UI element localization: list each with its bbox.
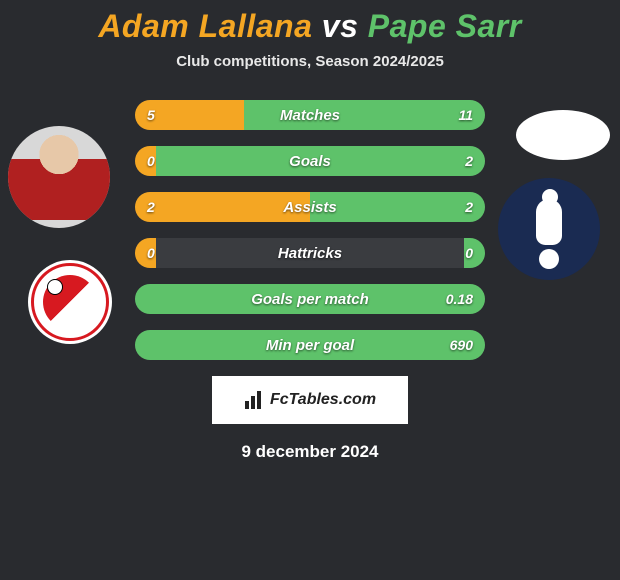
stat-value-right: 2 [465, 192, 473, 222]
stat-row: Goals0 2 [135, 146, 485, 176]
watermark-chart-icon [244, 390, 264, 410]
title-player-right: Pape Sarr [368, 8, 522, 44]
stat-label: Assists [135, 192, 485, 222]
club-left-badge [28, 260, 112, 344]
stat-value-left: 0 [147, 146, 155, 176]
player-left-silhouette-icon [8, 126, 110, 228]
stat-row: Matches5 11 [135, 100, 485, 130]
stat-row: Goals per match0.18 [135, 284, 485, 314]
stat-value-right: 0.18 [446, 284, 473, 314]
comparison-title: Adam Lallana vs Pape Sarr [0, 0, 620, 45]
stat-label: Matches [135, 100, 485, 130]
stat-label: Hattricks [135, 238, 485, 268]
comparison-subtitle: Club competitions, Season 2024/2025 [0, 53, 620, 70]
tottenham-crest-icon [524, 189, 574, 269]
title-vs: vs [312, 8, 367, 44]
stat-value-right: 0 [465, 238, 473, 268]
stat-label: Min per goal [135, 330, 485, 360]
snapshot-date: 9 december 2024 [0, 442, 620, 462]
stat-row: Hattricks0 0 [135, 238, 485, 268]
stat-row: Min per goal690 [135, 330, 485, 360]
title-player-left: Adam Lallana [98, 8, 312, 44]
club-right-badge [498, 178, 600, 280]
stat-label: Goals per match [135, 284, 485, 314]
stat-value-right: 11 [458, 100, 473, 130]
stat-value-left: 2 [147, 192, 155, 222]
stat-row: Assists2 2 [135, 192, 485, 222]
stat-value-left: 0 [147, 238, 155, 268]
stat-value-left: 5 [147, 100, 155, 130]
watermark-text: FcTables.com [270, 391, 376, 409]
stat-value-right: 2 [465, 146, 473, 176]
stat-label: Goals [135, 146, 485, 176]
player-right-photo [516, 110, 610, 160]
player-left-photo [8, 126, 110, 228]
stats-container: Matches511Goals02Assists22Hattricks00Goa… [135, 100, 485, 360]
southampton-crest-icon [31, 263, 109, 341]
watermark: FcTables.com [212, 376, 408, 424]
stat-value-right: 690 [450, 330, 473, 360]
